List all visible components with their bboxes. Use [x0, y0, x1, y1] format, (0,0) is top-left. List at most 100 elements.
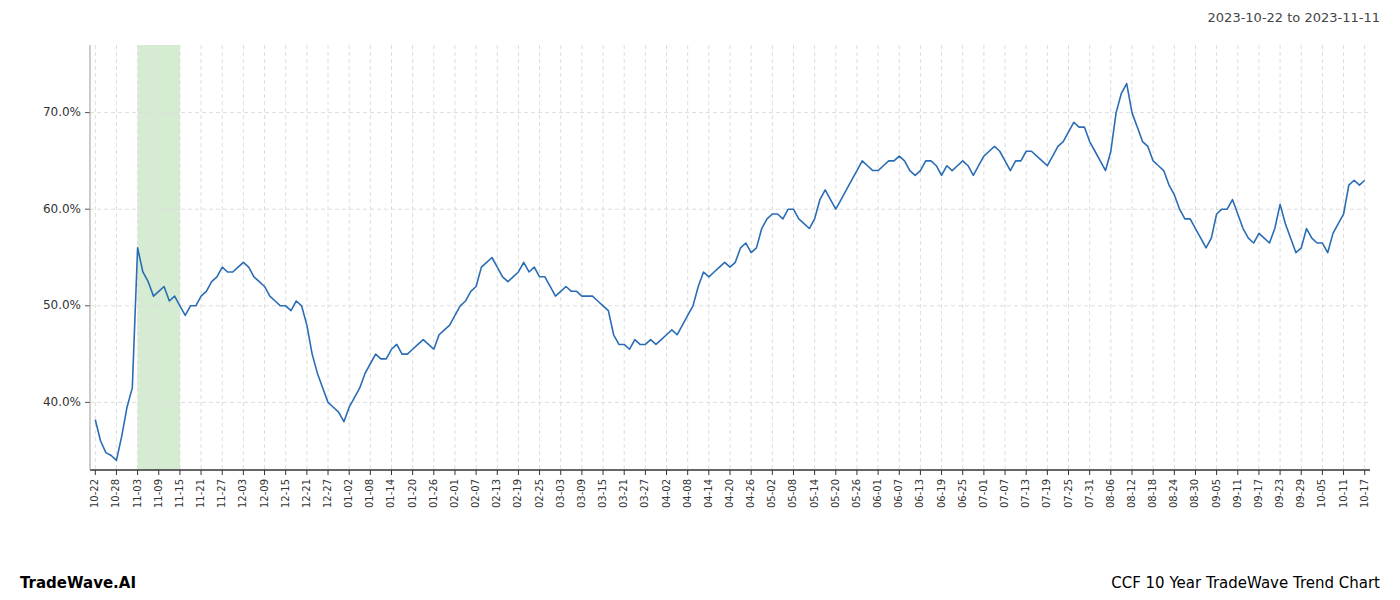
grid: [90, 45, 1370, 470]
x-grid-line: [201, 45, 202, 470]
x-grid-line: [560, 45, 561, 470]
x-grid-line: [1258, 45, 1259, 470]
x-tick-label: 07-19: [1041, 479, 1052, 508]
x-grid-line: [391, 45, 392, 470]
axes: 40.0%50.0%60.0%70.0%10-2210-2811-0311-09…: [43, 45, 1370, 508]
x-tick-label: 09-29: [1295, 479, 1306, 508]
x-grid-line: [603, 45, 604, 470]
x-grid-line: [1068, 45, 1069, 470]
x-tick-label: 11-27: [216, 479, 227, 508]
x-tick-label: 04-02: [661, 479, 672, 508]
x-tick-label: 01-02: [343, 479, 354, 508]
x-grid-line: [1280, 45, 1281, 470]
x-tick-label: 01-14: [385, 479, 396, 508]
x-tick-label: 07-25: [1063, 479, 1074, 508]
x-grid-line: [433, 45, 434, 470]
x-tick-label: 12-21: [301, 479, 312, 508]
x-grid-line: [1343, 45, 1344, 470]
x-tick-label: 10-11: [1338, 479, 1349, 508]
x-tick-label: 12-09: [259, 479, 270, 508]
x-tick-label: 05-20: [830, 479, 841, 508]
x-tick-label: 05-14: [809, 479, 820, 508]
highlight-region: [138, 45, 180, 470]
x-tick-label: 03-15: [597, 479, 608, 508]
x-tick-label: 05-26: [851, 479, 862, 508]
x-tick-label: 10-17: [1359, 479, 1370, 508]
subtitle: 2023-10-22 to 2023-11-11: [1208, 10, 1380, 25]
x-grid-line: [1153, 45, 1154, 470]
x-tick-label: 01-20: [407, 479, 418, 508]
x-tick-label: 11-09: [153, 479, 164, 508]
y-tick: [85, 209, 90, 210]
x-grid-line: [645, 45, 646, 470]
x-grid-line: [941, 45, 942, 470]
x-tick-label: 06-19: [936, 479, 947, 508]
background: [0, 0, 1400, 600]
x-tick-label: 09-05: [1211, 479, 1222, 508]
x-tick-label: 06-13: [914, 479, 925, 508]
x-tick-label: 08-18: [1147, 479, 1158, 508]
x-grid-line: [856, 45, 857, 470]
x-tick-label: 06-07: [893, 479, 904, 508]
x-grid-line: [899, 45, 900, 470]
x-grid-line: [1110, 45, 1111, 470]
x-grid-line: [285, 45, 286, 470]
x-tick-label: 04-08: [682, 479, 693, 508]
x-grid-line: [1089, 45, 1090, 470]
x-tick-label: 09-11: [1232, 479, 1243, 508]
x-tick-label: 04-14: [703, 479, 714, 508]
x-grid-line: [1237, 45, 1238, 470]
x-tick-label: 08-24: [1168, 479, 1179, 508]
x-grid-line: [983, 45, 984, 470]
x-tick-label: 11-03: [132, 479, 143, 508]
x-grid-line: [158, 45, 159, 470]
x-grid-line: [920, 45, 921, 470]
x-grid-line: [835, 45, 836, 470]
x-tick-label: 04-26: [745, 479, 756, 508]
x-tick-label: 10-28: [110, 479, 121, 508]
x-tick-label: 06-01: [872, 479, 883, 508]
x-tick-label: 01-08: [364, 479, 375, 508]
x-tick-label: 02-19: [512, 479, 523, 508]
x-tick-label: 02-13: [491, 479, 502, 508]
x-tick-label: 12-15: [280, 479, 291, 508]
x-axis-line: [90, 469, 1370, 471]
x-grid-line: [454, 45, 455, 470]
x-tick-label: 12-03: [237, 479, 248, 508]
chart-container: 40.0%50.0%60.0%70.0%10-2210-2811-0311-09…: [0, 0, 1400, 600]
x-grid-line: [624, 45, 625, 470]
x-grid-line: [751, 45, 752, 470]
x-grid-line: [793, 45, 794, 470]
x-grid-line: [1026, 45, 1027, 470]
x-grid-line: [814, 45, 815, 470]
y-tick-label: 70.0%: [43, 105, 81, 119]
x-grid-line: [370, 45, 371, 470]
x-tick-label: 05-08: [787, 479, 798, 508]
x-tick-label: 08-30: [1189, 479, 1200, 508]
x-tick-label: 04-20: [724, 479, 735, 508]
x-grid-line: [1301, 45, 1302, 470]
x-tick-label: 02-25: [534, 479, 545, 508]
x-tick-label: 07-31: [1084, 479, 1095, 508]
x-grid-line: [1047, 45, 1048, 470]
x-grid-line: [708, 45, 709, 470]
x-grid-line: [962, 45, 963, 470]
x-grid-line: [539, 45, 540, 470]
x-grid-line: [687, 45, 688, 470]
x-tick-label: 09-17: [1253, 479, 1264, 508]
x-tick-label: 01-26: [428, 479, 439, 508]
chart-svg: 40.0%50.0%60.0%70.0%10-2210-2811-0311-09…: [0, 0, 1400, 600]
x-tick-label: 07-07: [999, 479, 1010, 508]
x-grid-line: [772, 45, 773, 470]
x-grid-line: [497, 45, 498, 470]
y-tick-label: 40.0%: [43, 395, 81, 409]
x-tick-label: 12-27: [322, 479, 333, 508]
x-grid-line: [1364, 45, 1365, 470]
x-grid-line: [306, 45, 307, 470]
x-tick-label: 02-07: [470, 479, 481, 508]
y-tick: [85, 402, 90, 403]
x-grid-line: [581, 45, 582, 470]
y-tick-label: 60.0%: [43, 202, 81, 216]
x-tick-label: 10-05: [1316, 479, 1327, 508]
x-grid-line: [116, 45, 117, 470]
